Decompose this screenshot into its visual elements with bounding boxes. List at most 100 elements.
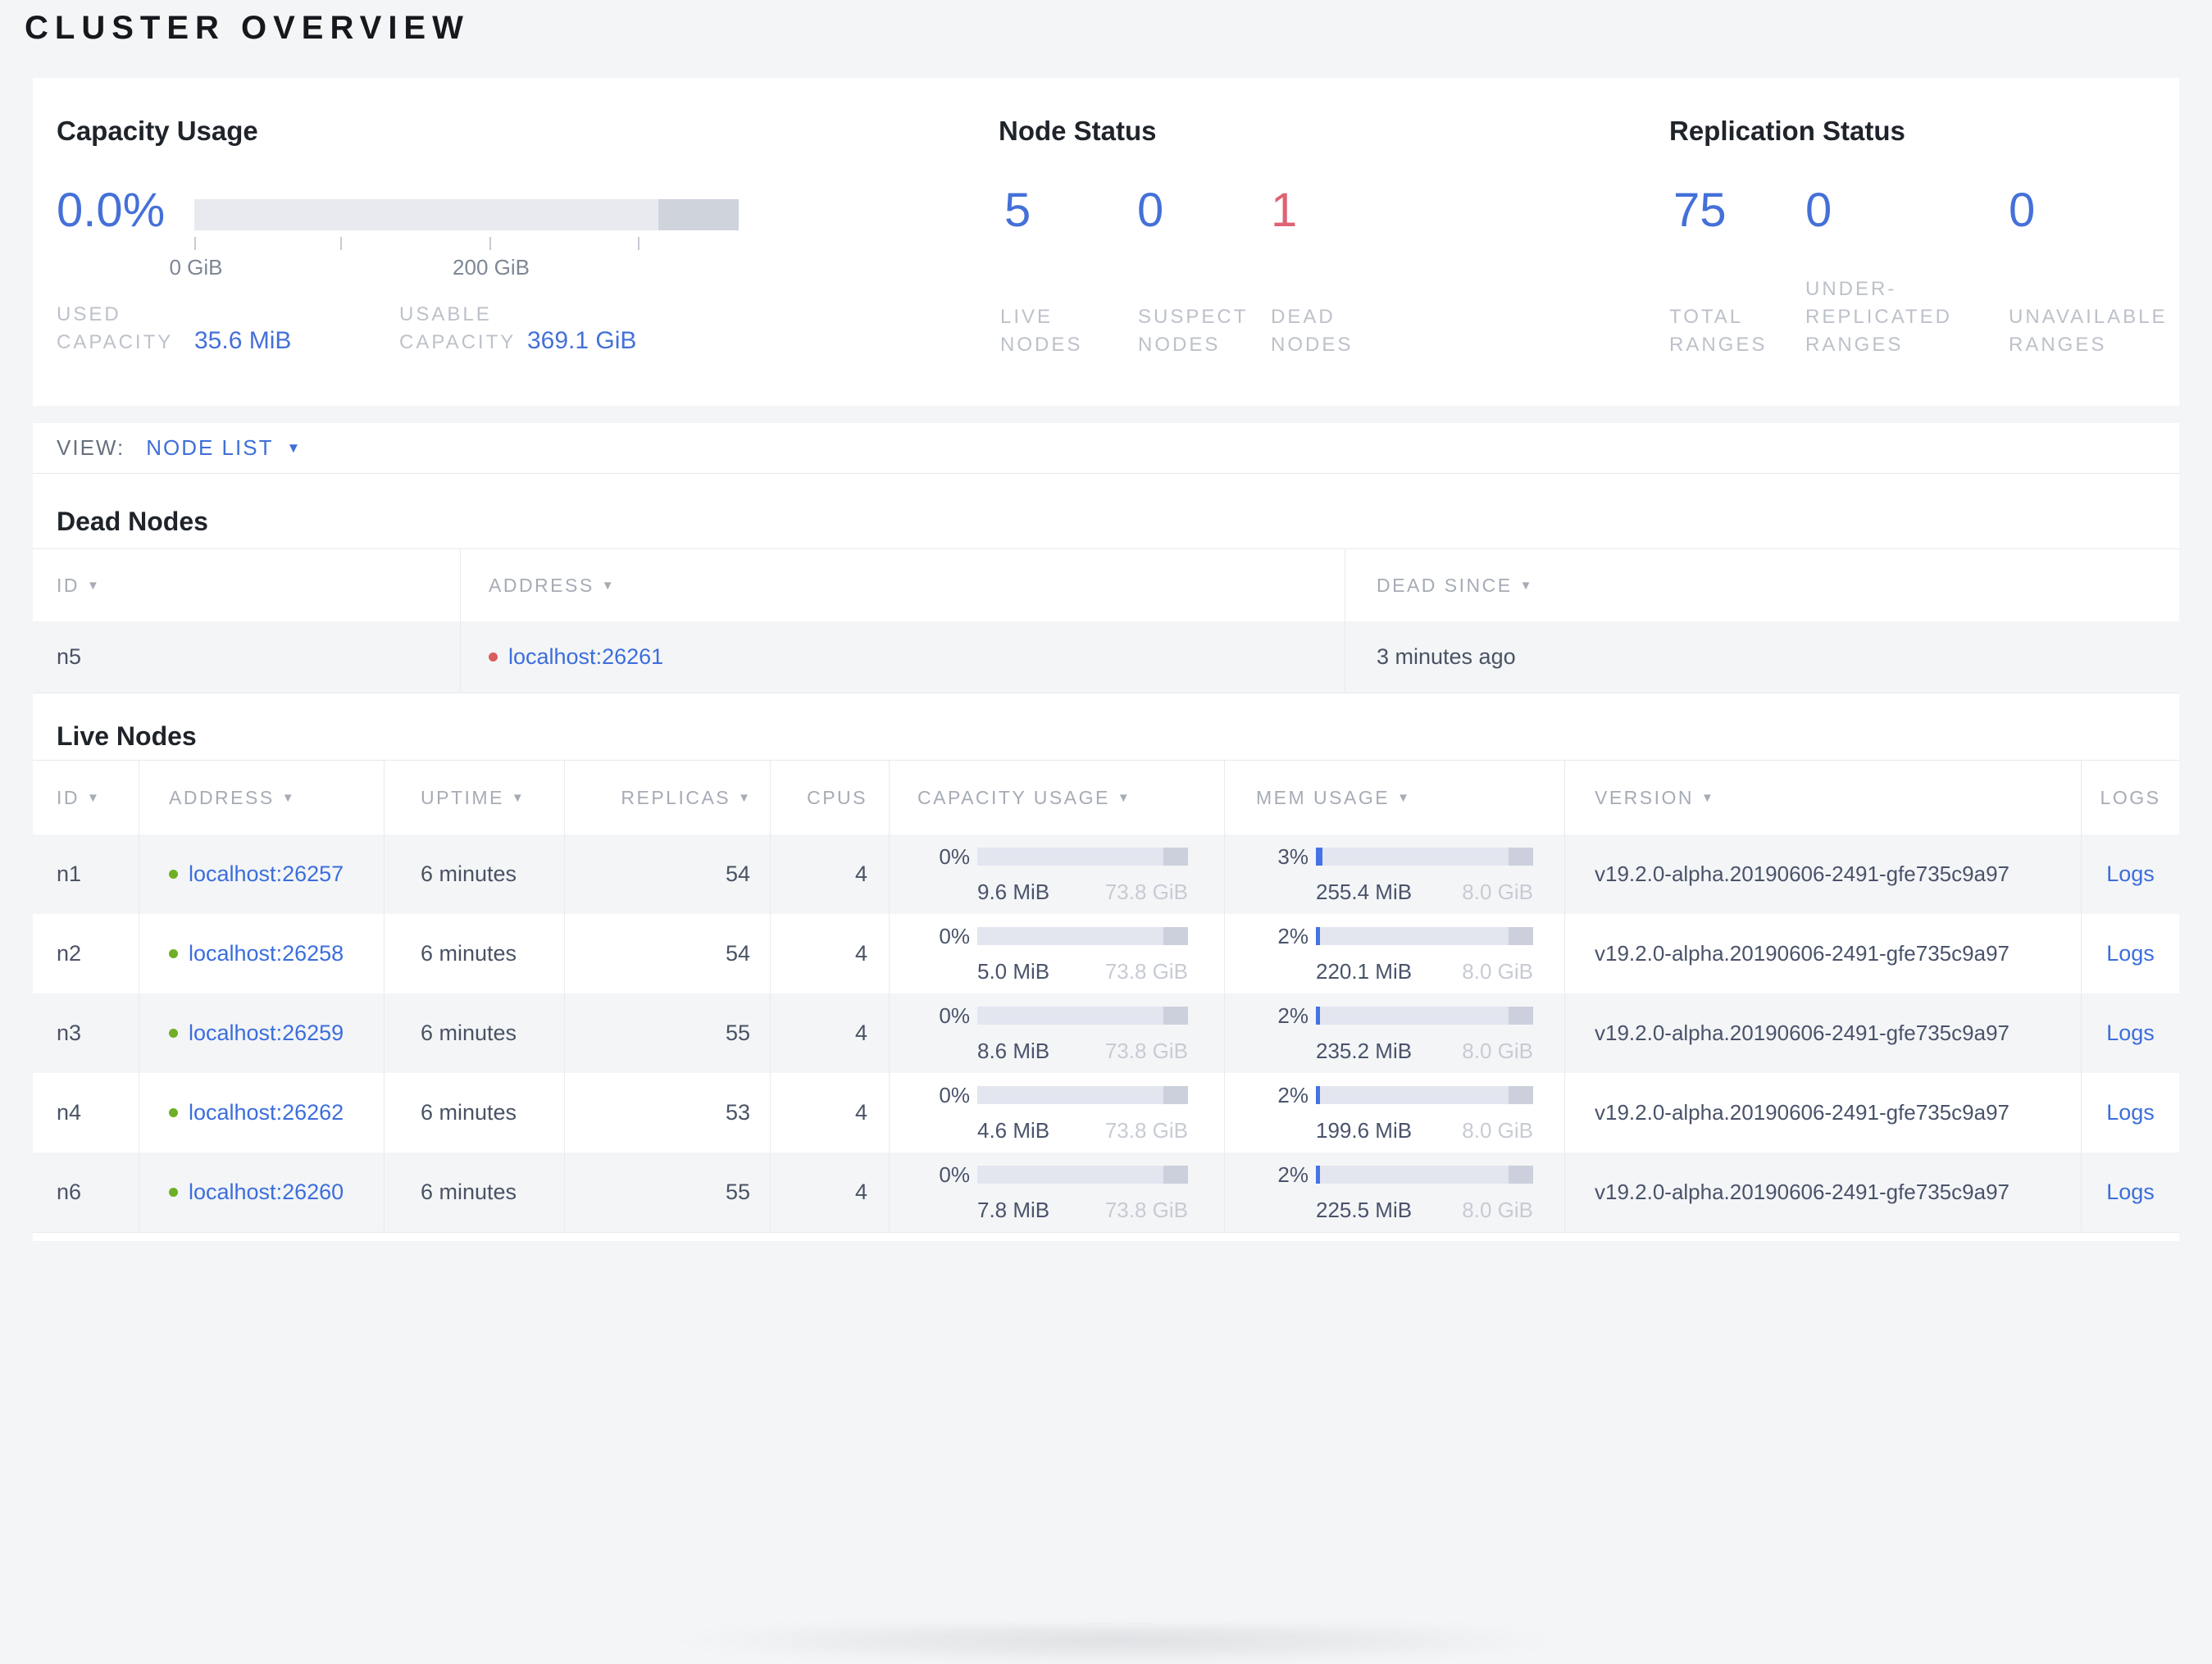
capacity-total-value: 73.8 GiB bbox=[1104, 958, 1188, 984]
capacity-used-value: 7.8 MiB bbox=[977, 1197, 1050, 1222]
capacity-percent: 0% bbox=[939, 1162, 970, 1187]
capacity-usage-cell: 0% 7.8 MiB 73.8 GiB bbox=[890, 1153, 1224, 1232]
node-id: n5 bbox=[57, 644, 82, 669]
mem-percent: 2% bbox=[1277, 1162, 1309, 1187]
sort-desc-icon: ▼ bbox=[87, 790, 99, 805]
logs-link[interactable]: Logs bbox=[2106, 1100, 2155, 1125]
view-label: VIEW: bbox=[57, 435, 125, 460]
sort-desc-icon: ▼ bbox=[511, 790, 524, 805]
live-nodes-table: ID ▼ ADDRESS ▼ UPTIME ▼ REPLICAS ▼ CPUS bbox=[33, 760, 2179, 1233]
capacity-total-value: 73.8 GiB bbox=[1104, 1117, 1188, 1143]
sort-desc-icon: ▼ bbox=[1397, 790, 1409, 805]
unavailable-ranges-label: UNAVAILABLE RANGES bbox=[2009, 306, 2168, 356]
version-value: v19.2.0-alpha.20190606-2491-gfe735c9a97 bbox=[1595, 862, 2009, 886]
live-node-row: n4 localhost:26262 6 minutes 53 4 0% bbox=[33, 1073, 2179, 1153]
node-id: n4 bbox=[57, 1100, 82, 1125]
mem-usage-bar bbox=[1316, 1166, 1533, 1184]
uptime-value: 6 minutes bbox=[421, 1180, 517, 1204]
cpus-value: 4 bbox=[854, 862, 867, 886]
logs-link[interactable]: Logs bbox=[2106, 941, 2155, 966]
mem-usage-bar bbox=[1316, 927, 1533, 945]
mem-percent: 3% bbox=[1277, 843, 1309, 869]
mem-used-value: 225.5 MiB bbox=[1316, 1197, 1413, 1222]
live-nodes-count: 5 bbox=[1004, 184, 1031, 237]
dead-nodes-heading: Dead Nodes bbox=[57, 507, 208, 536]
caret-down-icon[interactable]: ▼ bbox=[286, 439, 301, 456]
view-selector-bar: VIEW: NODE LIST ▼ bbox=[33, 423, 2179, 474]
live-col-header-cpus[interactable]: CPUS bbox=[770, 761, 889, 834]
capacity-usage-bar bbox=[977, 1166, 1188, 1184]
capacity-percent: 0% bbox=[939, 843, 970, 869]
live-col-header-replicas[interactable]: REPLICAS ▼ bbox=[564, 761, 770, 834]
node-address-link[interactable]: localhost:26258 bbox=[189, 941, 344, 966]
node-address-link[interactable]: localhost:26260 bbox=[189, 1180, 344, 1204]
dead-col-header-id[interactable]: ID ▼ bbox=[57, 574, 99, 596]
mem-percent: 2% bbox=[1277, 923, 1309, 948]
version-value: v19.2.0-alpha.20190606-2491-gfe735c9a97 bbox=[1595, 1021, 2009, 1045]
used-capacity-value: 35.6 MiB bbox=[194, 327, 292, 354]
total-ranges-label: TOTAL RANGES bbox=[1669, 306, 1768, 356]
mem-usage-cell: 3% 255.4 MiB 8.0 GiB bbox=[1225, 834, 1564, 914]
view-mode-dropdown[interactable]: NODE LIST bbox=[146, 435, 274, 460]
live-col-header-uptime[interactable]: UPTIME ▼ bbox=[384, 761, 564, 834]
window-shadow bbox=[680, 1625, 1558, 1664]
dead-nodes-header-row: ID ▼ ADDRESS ▼ DEAD SINCE ▼ bbox=[33, 549, 2179, 621]
live-col-header-id[interactable]: ID ▼ bbox=[57, 786, 99, 808]
cpus-value: 4 bbox=[854, 1021, 867, 1045]
nodes-card: VIEW: NODE LIST ▼ Dead Nodes ID ▼ ADDRES… bbox=[33, 423, 2179, 1664]
uptime-value: 6 minutes bbox=[421, 1021, 517, 1045]
node-id: n2 bbox=[57, 941, 82, 966]
live-col-header-address[interactable]: ADDRESS ▼ bbox=[139, 761, 384, 834]
live-status-dot-icon bbox=[169, 1188, 178, 1197]
live-col-header-version[interactable]: VERSION ▼ bbox=[1564, 761, 2081, 834]
total-ranges-count: 75 bbox=[1673, 184, 1727, 237]
live-col-header-capacity-usage[interactable]: CAPACITY USAGE ▼ bbox=[889, 761, 1224, 834]
cpus-value: 4 bbox=[854, 941, 867, 966]
sort-desc-icon: ▼ bbox=[1701, 790, 1714, 805]
live-nodes-label: LIVE NODES bbox=[1000, 306, 1083, 356]
live-status-dot-icon bbox=[169, 1029, 178, 1038]
sort-desc-icon: ▼ bbox=[601, 578, 614, 593]
capacity-used-percent: 0.0% bbox=[57, 184, 166, 237]
usable-capacity-value: 369.1 GiB bbox=[527, 327, 637, 354]
dead-since-value: 3 minutes ago bbox=[1377, 644, 1516, 669]
live-status-dot-icon bbox=[169, 1108, 178, 1117]
capacity-used-value: 5.0 MiB bbox=[977, 958, 1050, 984]
logs-link[interactable]: Logs bbox=[2106, 862, 2155, 886]
axis-tick bbox=[194, 237, 196, 250]
node-status-title: Node Status bbox=[999, 116, 1157, 146]
replicas-value: 54 bbox=[725, 862, 750, 886]
under-replicated-ranges-count: 0 bbox=[1805, 184, 1832, 237]
node-address-link[interactable]: localhost:26261 bbox=[508, 644, 664, 669]
capacity-percent: 0% bbox=[939, 1002, 970, 1028]
capacity-usage-bar bbox=[977, 1007, 1188, 1025]
mem-total-value: 8.0 GiB bbox=[1462, 1197, 1533, 1222]
node-address-link[interactable]: localhost:26262 bbox=[189, 1100, 344, 1125]
dead-col-header-address[interactable]: ADDRESS ▼ bbox=[460, 549, 1345, 621]
node-address-link[interactable]: localhost:26259 bbox=[189, 1021, 344, 1045]
live-status-dot-icon bbox=[169, 870, 178, 879]
mem-usage-bar bbox=[1316, 848, 1533, 866]
node-id: n6 bbox=[57, 1180, 82, 1204]
sort-desc-icon: ▼ bbox=[87, 578, 99, 593]
live-col-header-mem-usage[interactable]: MEM USAGE ▼ bbox=[1224, 761, 1564, 834]
live-node-row: n1 localhost:26257 6 minutes 54 4 0% bbox=[33, 834, 2179, 914]
dead-nodes-table: ID ▼ ADDRESS ▼ DEAD SINCE ▼ n5 bbox=[33, 548, 2179, 693]
logs-link[interactable]: Logs bbox=[2106, 1180, 2155, 1204]
logs-link[interactable]: Logs bbox=[2106, 1021, 2155, 1045]
capacity-usage-cell: 0% 8.6 MiB 73.8 GiB bbox=[890, 993, 1224, 1073]
dead-node-row: n5 localhost:26261 3 minutes ago bbox=[33, 621, 2179, 693]
replicas-value: 55 bbox=[725, 1021, 750, 1045]
mem-usage-cell: 2% 225.5 MiB 8.0 GiB bbox=[1225, 1153, 1564, 1232]
live-node-row: n3 localhost:26259 6 minutes 55 4 0% bbox=[33, 993, 2179, 1073]
capacity-usage-bar bbox=[977, 927, 1188, 945]
cluster-summary-card: Capacity Usage 0.0% 0 GiB 200 GiB USED C… bbox=[33, 78, 2179, 406]
dead-col-header-dead-since[interactable]: DEAD SINCE ▼ bbox=[1345, 549, 2179, 621]
mem-total-value: 8.0 GiB bbox=[1462, 1117, 1533, 1143]
node-address-link[interactable]: localhost:26257 bbox=[189, 862, 344, 886]
axis-tick bbox=[489, 237, 491, 250]
page-title: CLUSTER OVERVIEW bbox=[25, 10, 470, 46]
live-nodes-heading: Live Nodes bbox=[57, 721, 197, 751]
axis-tick-label-0gib: 0 GiB bbox=[169, 255, 223, 280]
version-value: v19.2.0-alpha.20190606-2491-gfe735c9a97 bbox=[1595, 1100, 2009, 1125]
